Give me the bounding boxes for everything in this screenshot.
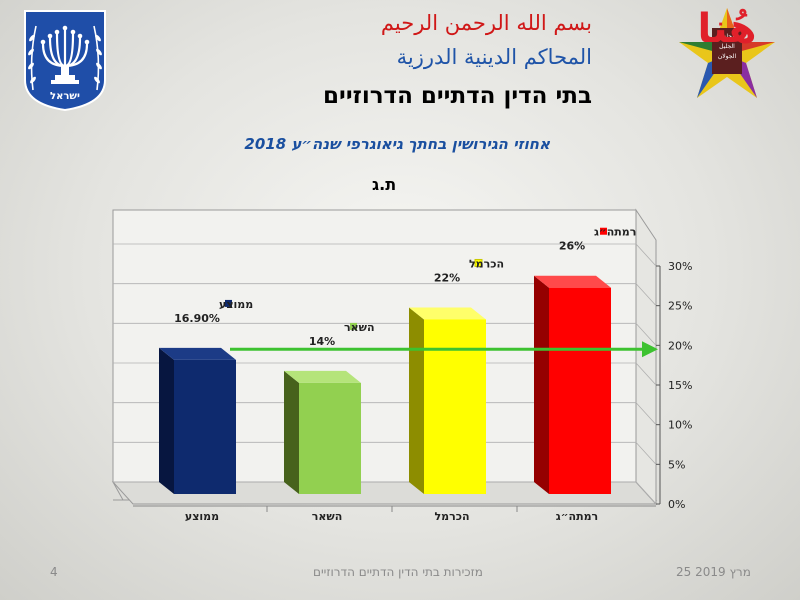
y-tick-label: 20% (668, 339, 692, 352)
bar-side-2 (284, 370, 299, 494)
x-tick-label-4: רמתה״ג (556, 510, 598, 523)
israel-emblem-icon: ישראל (24, 10, 106, 112)
bar-legend-label-3: הכרמל (469, 257, 504, 270)
bar-3 (424, 319, 486, 494)
y-tick-label: 5% (668, 458, 685, 471)
gridline (635, 362, 657, 386)
bar-top-4 (534, 275, 611, 288)
bar-side-3 (409, 307, 424, 494)
bar-side-1 (159, 347, 174, 494)
bar-1 (174, 359, 236, 494)
y-tick-label: 25% (668, 300, 692, 313)
x-tick-label-1: ממוצע (185, 510, 219, 523)
court-name-arabic: المحاكم الدينية الدرزية (396, 45, 592, 69)
x-tick-label-2: השאר (312, 510, 343, 523)
chart-side-wall (635, 208, 657, 506)
svg-text:الجولان: الجولان (718, 53, 737, 60)
footer-date: 25 מרץ 2019 (676, 565, 751, 579)
bar-top-3 (409, 307, 486, 320)
chart-title: אחוזי הגירושין בחתך גיאוגרפי שנה״ע 2018 (244, 135, 550, 153)
gridline (635, 402, 657, 425)
svg-text:الجليل: الجليل (719, 43, 735, 50)
data-label-3: 22% (434, 271, 460, 284)
footer-organization: מזכירות בתי הדין הדתיים הדרוזיים (313, 565, 483, 579)
page-number: 4 (50, 565, 58, 579)
svg-text:مجلس: مجلس (719, 33, 736, 40)
y-tick-label: 30% (668, 260, 692, 273)
chart-subtitle: ת.ג (372, 175, 397, 194)
gridline (635, 481, 657, 505)
y-tick-label: 10% (668, 419, 692, 432)
y-tick-label: 15% (668, 379, 692, 392)
bar-legend-label-2: השאר (344, 321, 375, 334)
bismillah-heading: بسم الله الرحمن الرحيم (380, 11, 592, 35)
bar-legend-label-1: ממוצע (219, 298, 253, 311)
logo-text: هُنا (697, 6, 756, 52)
gridline (635, 283, 657, 306)
legend-swatch-3 (474, 258, 483, 267)
huna-logo-icon: مجلس الجليل الجولان هُنا (679, 6, 775, 98)
data-label-1: 16.90% (174, 312, 220, 325)
emblem-text: ישראל (50, 91, 80, 102)
data-label-4: 26% (559, 240, 585, 253)
bar-side-4 (534, 275, 549, 494)
bar-4 (549, 287, 611, 494)
legend-swatch-2 (350, 322, 357, 330)
bar-top-1 (159, 347, 236, 360)
legend-swatch-1 (225, 299, 232, 307)
court-name-hebrew: בתי הדין הדתיים הדרוזיים (323, 83, 592, 109)
x-tick-label-3: הכרמל (434, 510, 469, 523)
bar-top-2 (284, 370, 361, 383)
bar-legend-label-4: רמתה״ג (594, 226, 636, 239)
data-label-2: 14% (309, 335, 335, 348)
y-tick-label: 0% (668, 498, 685, 511)
average-reference-arrowhead (642, 341, 658, 358)
gridline (635, 243, 657, 267)
bar-2 (299, 382, 361, 494)
gridline (635, 442, 657, 465)
gridline (635, 323, 657, 346)
legend-swatch-4 (600, 227, 607, 235)
